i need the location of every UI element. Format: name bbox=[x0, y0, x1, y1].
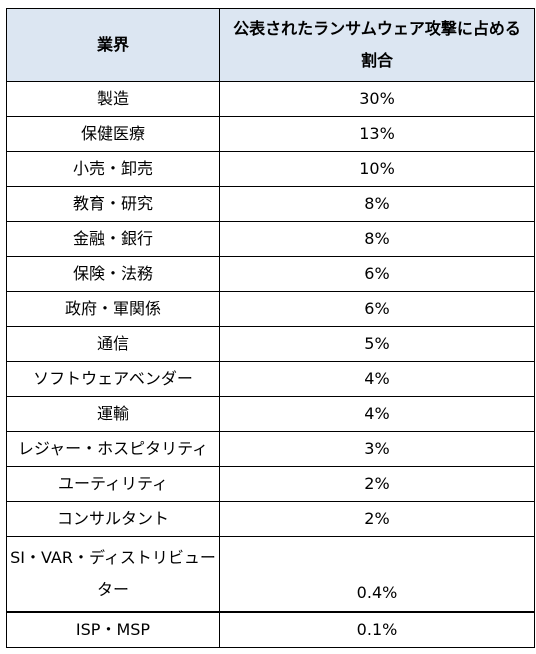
header-row: 業界 公表されたランサムウェア攻撃に占める割合 bbox=[6, 8, 535, 82]
industry-cell: 運輸 bbox=[6, 396, 220, 432]
share-cell: 2% bbox=[219, 466, 535, 502]
table-row: 金融・銀行 8% bbox=[6, 221, 535, 257]
share-cell: 13% bbox=[219, 116, 535, 152]
share-cell: 4% bbox=[219, 396, 535, 432]
share-cell: 5% bbox=[219, 326, 535, 362]
table-body: 製造 30% 保健医療 13% 小売・卸売 10% 教育・研究 8% 金融・銀行… bbox=[6, 81, 535, 648]
share-cell: 10% bbox=[219, 151, 535, 187]
table-row: 通信 5% bbox=[6, 326, 535, 362]
industry-cell: コンサルタント bbox=[6, 501, 220, 537]
table-row: ソフトウェアベンダー 4% bbox=[6, 361, 535, 397]
share-cell: 30% bbox=[219, 81, 535, 117]
industry-cell: 小売・卸売 bbox=[6, 151, 220, 187]
share-cell: 8% bbox=[219, 221, 535, 257]
share-cell: 6% bbox=[219, 256, 535, 292]
table-row: 小売・卸売 10% bbox=[6, 151, 535, 187]
share-cell: 0.4% bbox=[219, 536, 535, 613]
header-share: 公表されたランサムウェア攻撃に占める割合 bbox=[219, 8, 535, 82]
share-cell: 2% bbox=[219, 501, 535, 537]
industry-cell: 教育・研究 bbox=[6, 186, 220, 222]
table-row: 製造 30% bbox=[6, 81, 535, 117]
header-share-label: 公表されたランサムウェア攻撃に占める割合 bbox=[233, 19, 521, 70]
header-industry: 業界 bbox=[6, 8, 220, 82]
table-header: 業界 公表されたランサムウェア攻撃に占める割合 bbox=[6, 8, 535, 82]
industry-cell: 金融・銀行 bbox=[6, 221, 220, 257]
industry-cell: 政府・軍関係 bbox=[6, 291, 220, 327]
industry-cell: レジャー・ホスピタリティ bbox=[6, 431, 220, 467]
industry-cell: 通信 bbox=[6, 326, 220, 362]
industry-cell: ISP・MSP bbox=[6, 611, 220, 648]
industry-cell: 製造 bbox=[6, 81, 220, 117]
industry-cell: 保険・法務 bbox=[6, 256, 220, 292]
table-row: 保健医療 13% bbox=[6, 116, 535, 152]
table-row: SI・VAR・ディストリビューター 0.4% bbox=[6, 536, 535, 613]
industry-cell: ユーティリティ bbox=[6, 466, 220, 502]
table-row: 保険・法務 6% bbox=[6, 256, 535, 292]
share-cell: 0.1% bbox=[219, 611, 535, 648]
table-row: ユーティリティ 2% bbox=[6, 466, 535, 502]
table-row: 政府・軍関係 6% bbox=[6, 291, 535, 327]
table-row: レジャー・ホスピタリティ 3% bbox=[6, 431, 535, 467]
table-row: 教育・研究 8% bbox=[6, 186, 535, 222]
industry-cell: ソフトウェアベンダー bbox=[6, 361, 220, 397]
share-cell: 8% bbox=[219, 186, 535, 222]
table-row: コンサルタント 2% bbox=[6, 501, 535, 537]
share-cell: 4% bbox=[219, 361, 535, 397]
table-row: ISP・MSP 0.1% bbox=[6, 611, 535, 648]
share-cell: 6% bbox=[219, 291, 535, 327]
ransomware-industry-table: 業界 公表されたランサムウェア攻撃に占める割合 製造 30% 保健医療 13% … bbox=[6, 8, 535, 648]
industry-cell: 保健医療 bbox=[6, 116, 220, 152]
industry-cell: SI・VAR・ディストリビューター bbox=[6, 536, 220, 613]
share-cell: 3% bbox=[219, 431, 535, 467]
header-industry-label: 業界 bbox=[96, 35, 129, 54]
table-row: 運輸 4% bbox=[6, 396, 535, 432]
